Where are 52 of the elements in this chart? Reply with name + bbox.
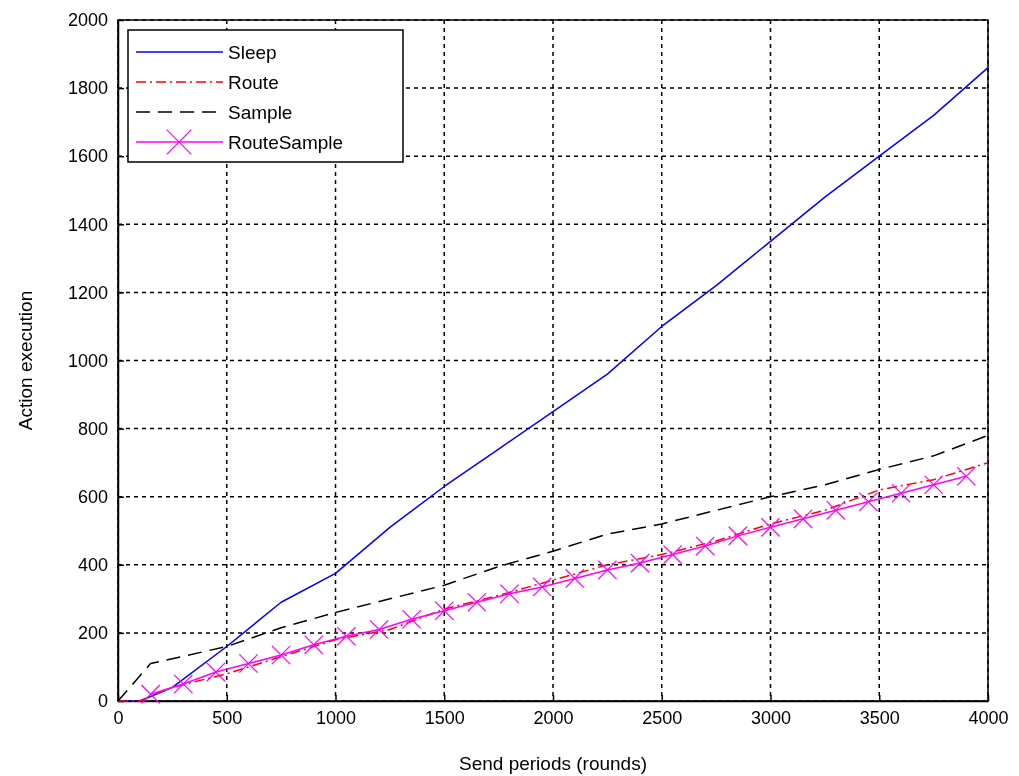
point (662, 544, 683, 565)
point (173, 674, 193, 694)
point (532, 577, 552, 597)
x-tick-label: 2000 (533, 707, 574, 728)
point (206, 662, 226, 682)
x-tick-label: 1500 (424, 707, 465, 728)
point (858, 492, 879, 512)
point (728, 526, 748, 546)
y-tick-label: 1600 (67, 146, 108, 167)
point (760, 517, 781, 538)
point (826, 500, 846, 521)
point (467, 592, 487, 612)
point (499, 584, 520, 604)
x-tick-label: 3500 (859, 707, 900, 728)
point (336, 626, 357, 647)
point (401, 609, 422, 630)
y-tick-label: 200 (77, 623, 108, 644)
y-tick-label: 1400 (67, 214, 108, 235)
x-tick-label: 4000 (968, 707, 1009, 728)
y-tick-label: 1000 (67, 350, 108, 371)
point (891, 483, 911, 504)
x-tick-label: 500 (212, 707, 243, 728)
legend-label: RouteSample (228, 132, 344, 153)
point (271, 645, 291, 665)
x-tick-label: 2500 (642, 707, 683, 728)
y-tick-label: 800 (77, 418, 108, 439)
point (695, 536, 715, 556)
point (304, 635, 324, 655)
legend-label: Sample (228, 102, 293, 123)
point (565, 568, 585, 589)
point (434, 601, 454, 621)
legend-label: Sleep (228, 42, 277, 63)
point (369, 619, 389, 640)
x-tick-label: 3000 (750, 707, 792, 728)
y-tick-label: 1200 (67, 282, 108, 303)
point (793, 509, 813, 529)
point (238, 653, 259, 674)
point (956, 466, 976, 487)
y-tick-label: 600 (77, 486, 108, 507)
y-tick-label: 1800 (67, 78, 108, 99)
x-axis-title: Send periods (rounds) (459, 753, 647, 774)
y-tick-label: 2000 (67, 10, 108, 31)
legend-label: Route (228, 72, 279, 93)
point (140, 684, 161, 704)
y-tick-label: 400 (77, 555, 108, 576)
x-tick-label: 0 (113, 707, 124, 728)
x-tick-label: 1000 (315, 707, 357, 728)
point (923, 475, 944, 495)
y-tick-label: 0 (97, 691, 108, 712)
y-axis-title: Action execution (15, 290, 36, 431)
point (597, 560, 618, 580)
point (630, 553, 650, 573)
